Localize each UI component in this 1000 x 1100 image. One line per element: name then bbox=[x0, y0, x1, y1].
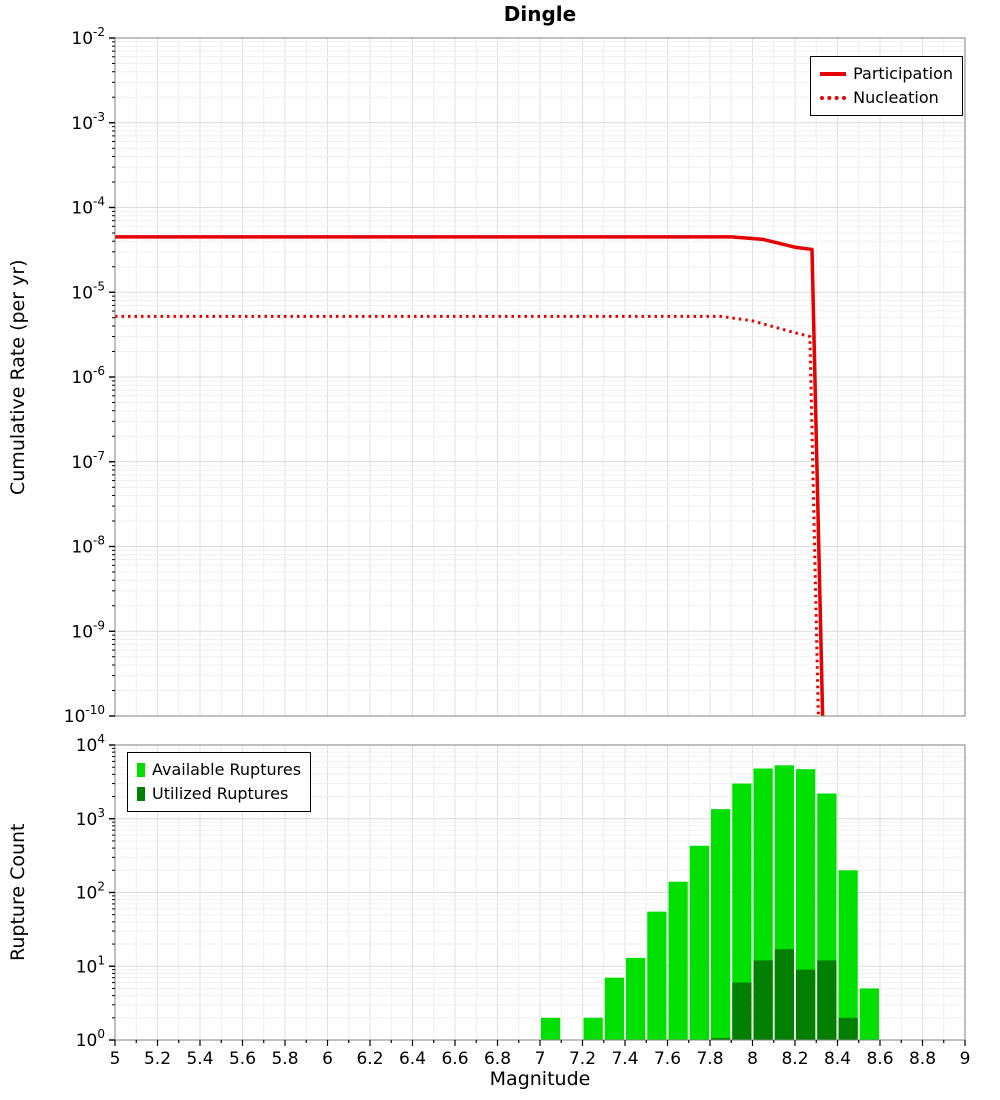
bar bbox=[838, 1017, 858, 1040]
plot-data bbox=[541, 765, 879, 1040]
legend-item-nucleation: Nucleation bbox=[820, 86, 953, 110]
y-tick-label: 10-10 bbox=[64, 703, 105, 727]
x-tick-label: 7 bbox=[535, 1049, 546, 1069]
bar bbox=[732, 783, 752, 1040]
x-axis-label: Magnitude bbox=[489, 1068, 591, 1090]
y-tick-label: 101 bbox=[76, 953, 105, 977]
utilized-ruptures-bars bbox=[711, 949, 858, 1040]
legend-item-available-ruptures: Available Ruptures bbox=[137, 758, 301, 782]
legend-label-available-ruptures: Available Ruptures bbox=[152, 760, 302, 779]
x-tick-label: 6.6 bbox=[441, 1049, 468, 1069]
legend-item-utilized-ruptures: Utilized Ruptures bbox=[137, 782, 301, 806]
cumulative-rate-plot: 10-2 10-3 10-4 10-5 10-6 10-7 10-8 10-9 10-10 bbox=[64, 25, 966, 727]
y-tick-label: 10-7 bbox=[71, 449, 105, 473]
bar bbox=[732, 982, 752, 1040]
participation-line-sample-icon bbox=[820, 72, 847, 76]
x-tick-label: 7.2 bbox=[569, 1049, 596, 1069]
x-tick-label: 5.6 bbox=[229, 1049, 256, 1069]
bar bbox=[626, 957, 646, 1040]
x-tick-label: 7.4 bbox=[611, 1049, 638, 1069]
bar bbox=[583, 1017, 603, 1040]
legend-item-participation: Participation bbox=[820, 62, 953, 86]
bar bbox=[774, 949, 794, 1040]
x-tick-label: 7.6 bbox=[654, 1049, 681, 1069]
legend-label-participation: Participation bbox=[853, 64, 953, 83]
bar bbox=[711, 1038, 731, 1040]
gridlines bbox=[114, 37, 966, 717]
y-tick-label: 10-9 bbox=[71, 618, 105, 642]
bar bbox=[838, 870, 858, 1040]
x-axis-ticks: 5 5.2 5.4 5.6 5.8 6 6.2 6.4 6.6 6.8 7 7.2 7.4 7.6 7.8 8… bbox=[110, 1040, 971, 1069]
rupture-legend: Available Ruptures Utilized Ruptures bbox=[127, 752, 312, 812]
x-tick-label: 5.8 bbox=[271, 1049, 298, 1069]
utilized-ruptures-swatch-icon bbox=[137, 787, 145, 801]
participation-line bbox=[115, 235, 825, 716]
rate-legend: Participation Nucleation bbox=[810, 56, 963, 116]
y-axis-ticks: 100 101 102 103 104 bbox=[76, 732, 115, 1051]
y-tick-label: 10-2 bbox=[71, 25, 105, 49]
x-tick-label: 6.4 bbox=[399, 1049, 426, 1069]
x-tick-label: 8.4 bbox=[824, 1049, 851, 1069]
chart-title: Dingle bbox=[503, 2, 577, 26]
y-tick-label: 10-4 bbox=[71, 195, 105, 219]
x-tick-label: 5.4 bbox=[186, 1049, 213, 1069]
x-tick-label: 6.8 bbox=[484, 1049, 511, 1069]
y-tick-label: 10-8 bbox=[71, 534, 105, 558]
available-ruptures-swatch-icon bbox=[137, 763, 145, 777]
x-tick-label: 8 bbox=[747, 1049, 758, 1069]
bar bbox=[668, 881, 688, 1040]
y-tick-label: 102 bbox=[76, 880, 105, 904]
bar bbox=[541, 1017, 561, 1040]
x-tick-label: 9 bbox=[960, 1049, 971, 1069]
legend-label-utilized-ruptures: Utilized Ruptures bbox=[152, 784, 289, 803]
y-tick-label: 10-6 bbox=[71, 364, 105, 388]
bar bbox=[817, 960, 837, 1040]
bar bbox=[859, 988, 879, 1040]
x-tick-label: 5.2 bbox=[144, 1049, 171, 1069]
x-tick-label: 8.6 bbox=[866, 1049, 893, 1069]
x-tick-label: 8.2 bbox=[781, 1049, 808, 1069]
nucleation-line bbox=[115, 314, 820, 716]
y-tick-label: 10-3 bbox=[71, 110, 105, 134]
x-tick-label: 5 bbox=[110, 1049, 121, 1069]
bar bbox=[647, 911, 667, 1040]
y-tick-label: 103 bbox=[76, 806, 105, 830]
legend-label-nucleation: Nucleation bbox=[853, 88, 939, 107]
bar bbox=[796, 969, 816, 1040]
x-tick-label: 7.8 bbox=[696, 1049, 723, 1069]
nucleation-line-sample-icon bbox=[820, 96, 847, 100]
bar bbox=[689, 845, 709, 1040]
y-tick-label: 104 bbox=[76, 732, 105, 756]
bar bbox=[711, 809, 731, 1040]
x-tick-label: 6 bbox=[322, 1049, 333, 1069]
bar bbox=[604, 977, 624, 1040]
bar bbox=[753, 960, 773, 1040]
x-tick-label: 6.2 bbox=[356, 1049, 383, 1069]
y-tick-label: 100 bbox=[76, 1027, 105, 1051]
x-tick-label: 8.8 bbox=[909, 1049, 936, 1069]
y-tick-label: 10-5 bbox=[71, 279, 105, 303]
y-axis-ticks: 10-2 10-3 10-4 10-5 10-6 10-7 10-8 10-9 10-10 bbox=[64, 25, 115, 727]
plot-data bbox=[115, 235, 825, 716]
